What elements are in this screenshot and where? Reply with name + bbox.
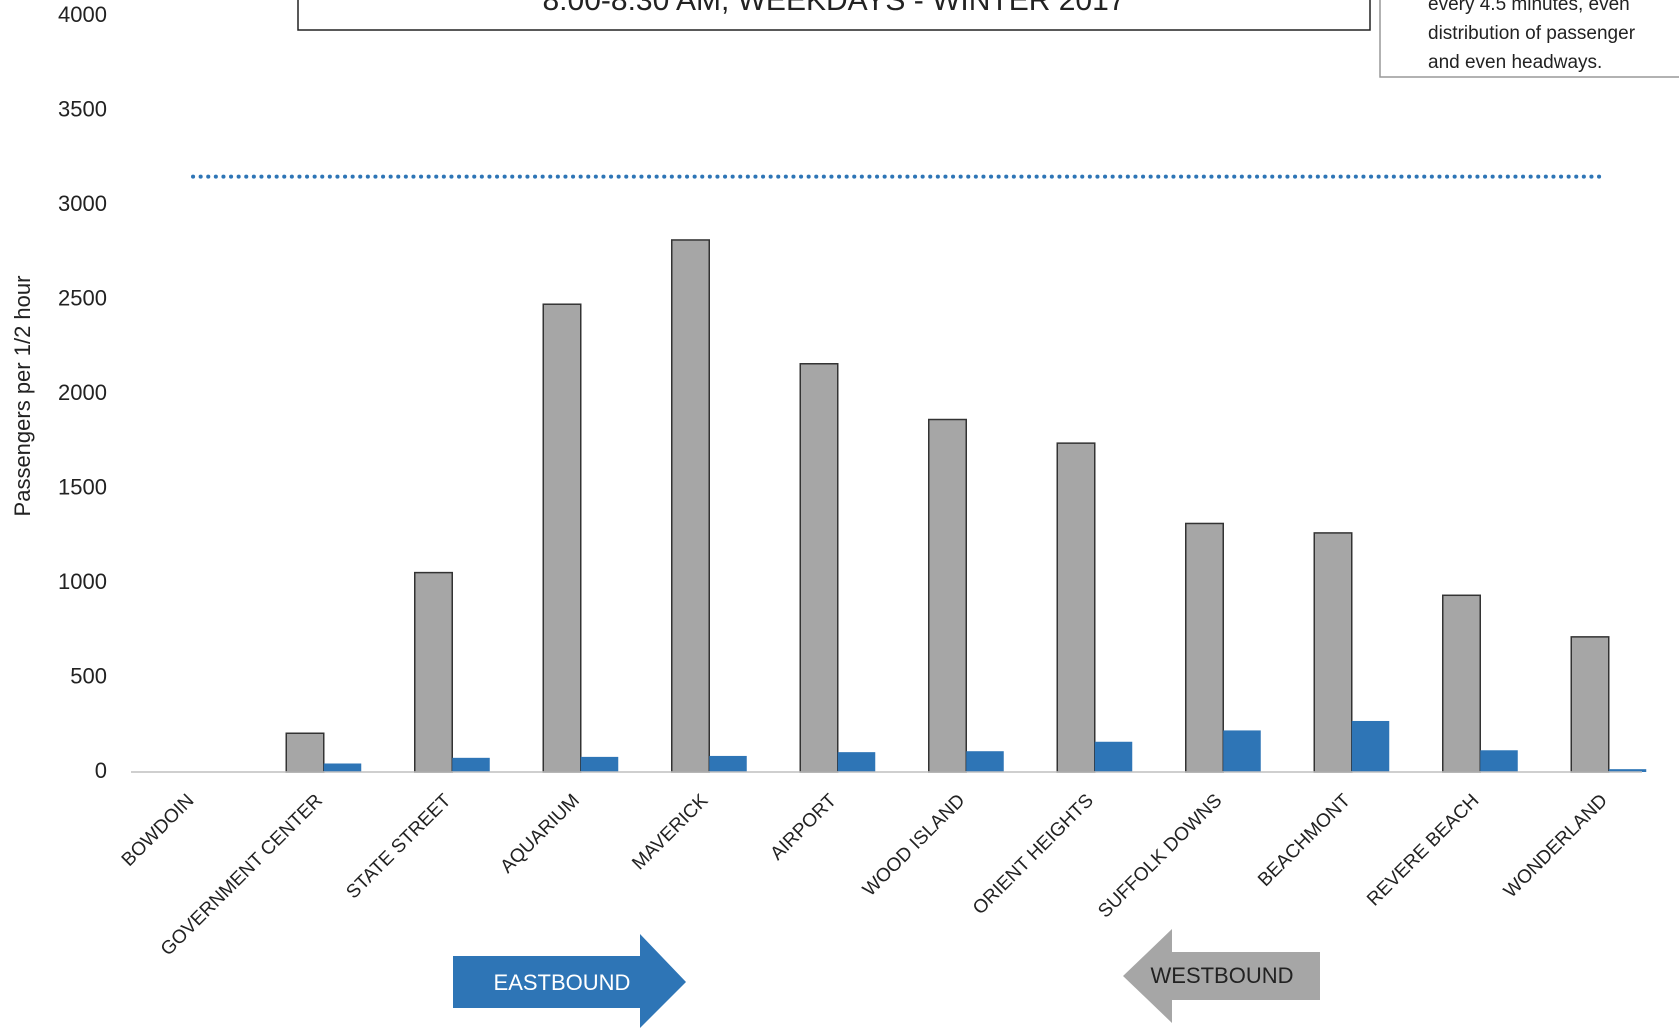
note-line: every 4.5 minutes, even xyxy=(1428,0,1630,15)
y-tick-label: 3000 xyxy=(58,191,107,216)
bar xyxy=(928,418,967,773)
bar xyxy=(1351,720,1390,772)
bar xyxy=(1608,769,1647,772)
bar xyxy=(414,571,453,773)
y-axis-label: Passengers per 1/2 hour xyxy=(10,276,35,517)
title-box xyxy=(297,0,1371,31)
bar xyxy=(1223,730,1261,772)
bar xyxy=(1570,636,1610,773)
x-tick-label: SUFFOLK DOWNS xyxy=(1094,790,1226,922)
x-tick-label: BOWDOIN xyxy=(118,790,199,871)
note-line: distribution of passenger xyxy=(1428,23,1636,44)
y-tick-label: 2500 xyxy=(58,285,107,310)
bar xyxy=(1185,522,1224,773)
bar xyxy=(1480,750,1518,772)
note-box xyxy=(1379,0,1679,78)
bar xyxy=(1056,442,1096,773)
bar xyxy=(709,755,747,772)
x-tick-label: MAVERICK xyxy=(628,790,712,874)
x-tick-label: WONDERLAND xyxy=(1500,790,1612,902)
bar xyxy=(1442,594,1481,773)
x-tick-label: AIRPORT xyxy=(767,790,842,865)
bar xyxy=(580,756,619,772)
direction-label: WESTBOUND xyxy=(1151,963,1294,988)
y-tick-label: 4000 xyxy=(58,2,107,27)
eastbound-arrow xyxy=(453,934,686,1028)
direction-label: EASTBOUND xyxy=(494,970,631,995)
bar xyxy=(285,732,325,773)
bar xyxy=(966,751,1004,772)
bar xyxy=(837,752,876,772)
chart-title: 8:00-8:30 AM, WEEKDAYS - WINTER 2017 xyxy=(543,0,1126,17)
bar xyxy=(799,363,839,773)
bar xyxy=(671,239,710,773)
x-tick-label: ORIENT HEIGHTS xyxy=(969,790,1098,919)
x-tick-label: AQUARIUM xyxy=(497,790,584,877)
x-tick-label: WOOD ISLAND xyxy=(859,790,969,900)
westbound-arrow xyxy=(1123,929,1320,1023)
y-tick-label: 2000 xyxy=(58,380,107,405)
y-tick-label: 1500 xyxy=(58,474,107,499)
x-tick-label: BEACHMONT xyxy=(1254,790,1355,891)
bar xyxy=(1313,532,1353,773)
bar xyxy=(542,303,582,773)
bar xyxy=(323,763,362,772)
bar xyxy=(452,757,490,772)
y-tick-label: 3500 xyxy=(58,96,107,121)
y-tick-label: 0 xyxy=(95,758,107,783)
note-line: and even headways. xyxy=(1428,52,1602,73)
y-tick-label: 500 xyxy=(70,663,107,688)
y-tick-label: 1000 xyxy=(58,569,107,594)
bar xyxy=(1094,741,1133,772)
x-tick-label: REVERE BEACH xyxy=(1363,790,1483,910)
x-tick-label: STATE STREET xyxy=(342,790,455,903)
